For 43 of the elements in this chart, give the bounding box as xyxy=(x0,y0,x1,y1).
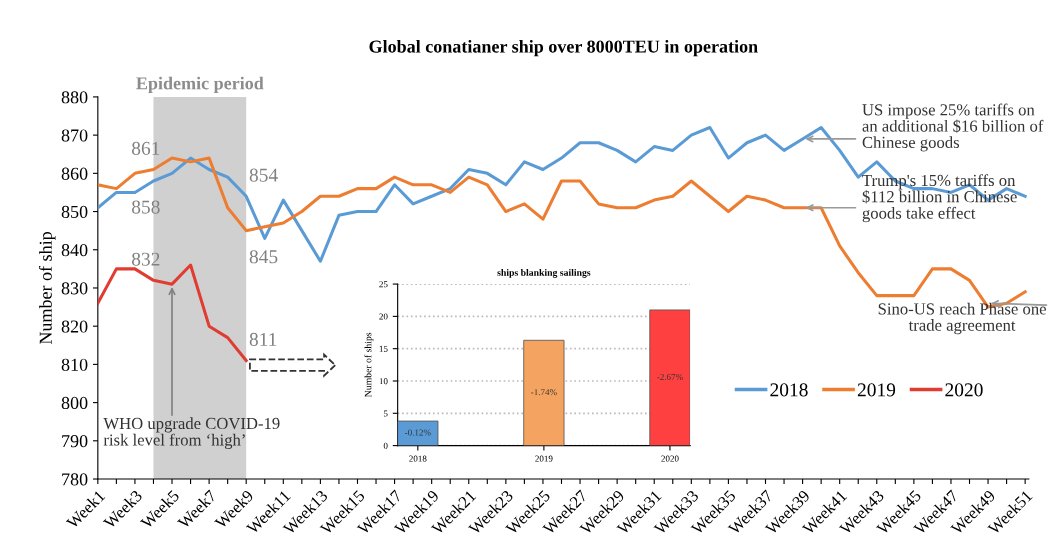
y-tick-label: 860 xyxy=(61,167,88,180)
y-axis-title: Number of ship xyxy=(38,232,56,345)
x-tick-label: 2019 xyxy=(535,455,553,462)
annotation: WHO upgrade COVID-19 risk level from ‘high’ xyxy=(103,417,280,449)
x-tick-label: 2018 xyxy=(409,455,427,462)
y-tick-label: 780 xyxy=(62,473,88,486)
y-tick-label: 800 xyxy=(61,396,88,410)
y-tick-label: 830 xyxy=(61,282,88,295)
legend-label: 2020 xyxy=(945,383,983,397)
y-tick-label: 20 xyxy=(379,313,388,320)
y-tick-label: 25 xyxy=(379,281,388,288)
annotation: -2.67% xyxy=(657,373,683,381)
annotation: -0.12% xyxy=(405,429,431,436)
bar xyxy=(397,420,439,446)
y-tick-label: 10 xyxy=(379,378,388,385)
annotation: Sino-US reach Phase one trade agreement xyxy=(878,302,1046,335)
y-tick-label: 820 xyxy=(61,320,88,333)
y-tick-label: 880 xyxy=(61,91,88,104)
y-tick-label: 840 xyxy=(61,244,88,257)
y-tick-label: 810 xyxy=(61,358,88,371)
y-tick-label: 870 xyxy=(61,129,88,142)
legend-label: 2019 xyxy=(857,383,896,397)
data-label: 858 xyxy=(131,200,160,214)
annotation: US impose 25% tariffs on an additional $16 billion of Chinese goods xyxy=(862,103,1044,152)
chart-title: ships blanking sailings xyxy=(497,268,591,278)
y-axis-title: Number of ships xyxy=(364,332,374,397)
y-tick-label: 5 xyxy=(383,410,388,417)
data-label: 832 xyxy=(131,252,160,266)
x-tick-label: 2020 xyxy=(661,455,679,462)
bar xyxy=(523,339,565,446)
y-tick-label: 850 xyxy=(61,205,88,218)
bar xyxy=(649,309,691,446)
y-tick-label: 0 xyxy=(383,442,388,449)
text: Epidemic period xyxy=(136,76,264,94)
data-label: 845 xyxy=(249,250,278,264)
y-tick-label: 790 xyxy=(62,435,88,448)
y-tick-label: 15 xyxy=(379,345,388,352)
legend-label: 2018 xyxy=(770,383,808,397)
data-label: 811 xyxy=(249,332,277,346)
annotation: -1.74% xyxy=(531,389,557,396)
chart-title: Global conatianer ship over 8000TEU in operation xyxy=(369,39,758,57)
data-label: 854 xyxy=(249,168,278,182)
data-label: 861 xyxy=(131,141,160,155)
